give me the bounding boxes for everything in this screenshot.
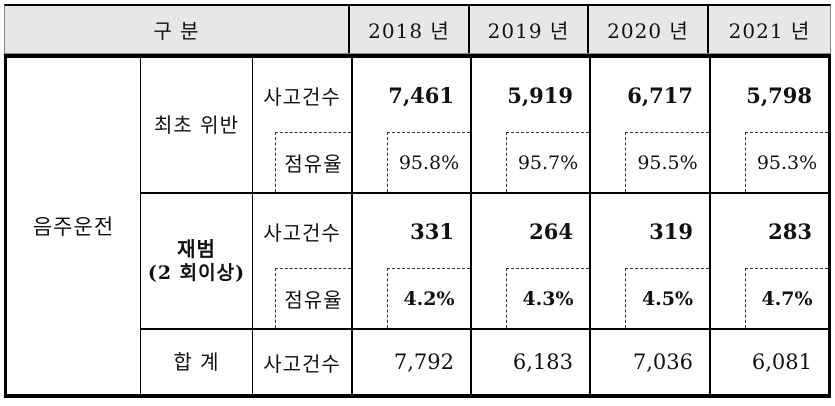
total-value-cell: 7,036 — [591, 330, 711, 394]
header-year-2021-cell: 2021 년 — [728, 19, 811, 43]
share-value: 95.5% — [625, 132, 709, 192]
value-cell: 264 — [472, 194, 591, 268]
value-cell: 319 — [591, 194, 711, 268]
value-cell: 5,798 — [746, 82, 812, 108]
share-cell: 4.2% — [353, 268, 472, 328]
share-value: 95.7% — [506, 132, 589, 192]
table-body: 음주운전 최초 위반 사고건수 7,461 5,919 6,717 5,798 … — [4, 54, 831, 398]
share-value: 95.8% — [387, 132, 470, 192]
metric-label-share: 점유율 — [275, 268, 351, 328]
header-category-cell: 구 분 — [5, 6, 350, 53]
table-header-row: 구 분 2018 년 2019 년 2020 년 2021 년 — [4, 4, 831, 54]
share-cell: 95.5% — [591, 132, 711, 192]
share-cell: 4.3% — [472, 268, 591, 328]
group-label-total: 합 계 — [141, 330, 253, 394]
value-cell: 5,919 — [472, 58, 591, 132]
header-year-2019-cell: 2019 년 — [470, 6, 589, 53]
metric-label-share: 점유율 — [275, 132, 351, 192]
share-cell: 4.5% — [591, 268, 711, 328]
share-value: 95.3% — [745, 132, 828, 192]
group-sublabel-text: (2 회이상) — [147, 261, 246, 284]
metric-label-share-cell: 점유율 — [253, 268, 353, 328]
group-label-repeat-offense: 재범 (2 회이상) — [141, 194, 253, 328]
share-cell: 4.7% — [711, 268, 828, 328]
section-repeat-offense: 재범 (2 회이상) 사고건수 331 264 319 283 점유율 4.2%… — [141, 194, 828, 330]
group-label-text: 재범 — [177, 236, 216, 261]
group-label-text: 합 계 — [173, 349, 220, 374]
share-cell: 95.7% — [472, 132, 591, 192]
header-year-2018-cell: 2018 년 — [350, 6, 470, 53]
share-value: 4.7% — [745, 268, 828, 328]
total-value-cell: 6,183 — [472, 330, 591, 394]
value-cell: 7,461 — [353, 58, 472, 132]
section-first-offense: 최초 위반 사고건수 7,461 5,919 6,717 5,798 점유율 9… — [141, 58, 828, 194]
metric-label-accidents: 사고건수 — [253, 330, 353, 394]
share-value: 4.3% — [506, 268, 589, 328]
share-cell: 95.8% — [353, 132, 472, 192]
metric-label-accidents: 사고건수 — [253, 58, 353, 132]
share-cell: 95.3% — [711, 132, 828, 192]
share-value: 4.5% — [625, 268, 709, 328]
section-total: 합 계 사고건수 7,792 6,183 7,036 6,081 — [141, 330, 828, 394]
statistics-table: 구 분 2018 년 2019 년 2020 년 2021 년 음주운전 최초 … — [4, 4, 831, 398]
total-value-cell: 7,792 — [353, 330, 472, 394]
group-label-first-offense: 최초 위반 — [141, 58, 253, 192]
header-year-2020-cell: 2020 년 — [589, 6, 709, 53]
share-value: 4.2% — [387, 268, 470, 328]
value-cell: 6,717 — [591, 58, 711, 132]
subject-cell: 음주운전 — [7, 58, 141, 394]
metric-label-accidents: 사고건수 — [253, 194, 353, 268]
group-label-text: 최초 위반 — [154, 112, 239, 137]
value-cell: 283 — [768, 218, 812, 244]
metric-label-share-cell: 점유율 — [253, 132, 353, 192]
table-sections: 최초 위반 사고건수 7,461 5,919 6,717 5,798 점유율 9… — [141, 58, 828, 394]
value-cell: 331 — [353, 194, 472, 268]
total-value-cell: 6,081 — [751, 350, 812, 374]
